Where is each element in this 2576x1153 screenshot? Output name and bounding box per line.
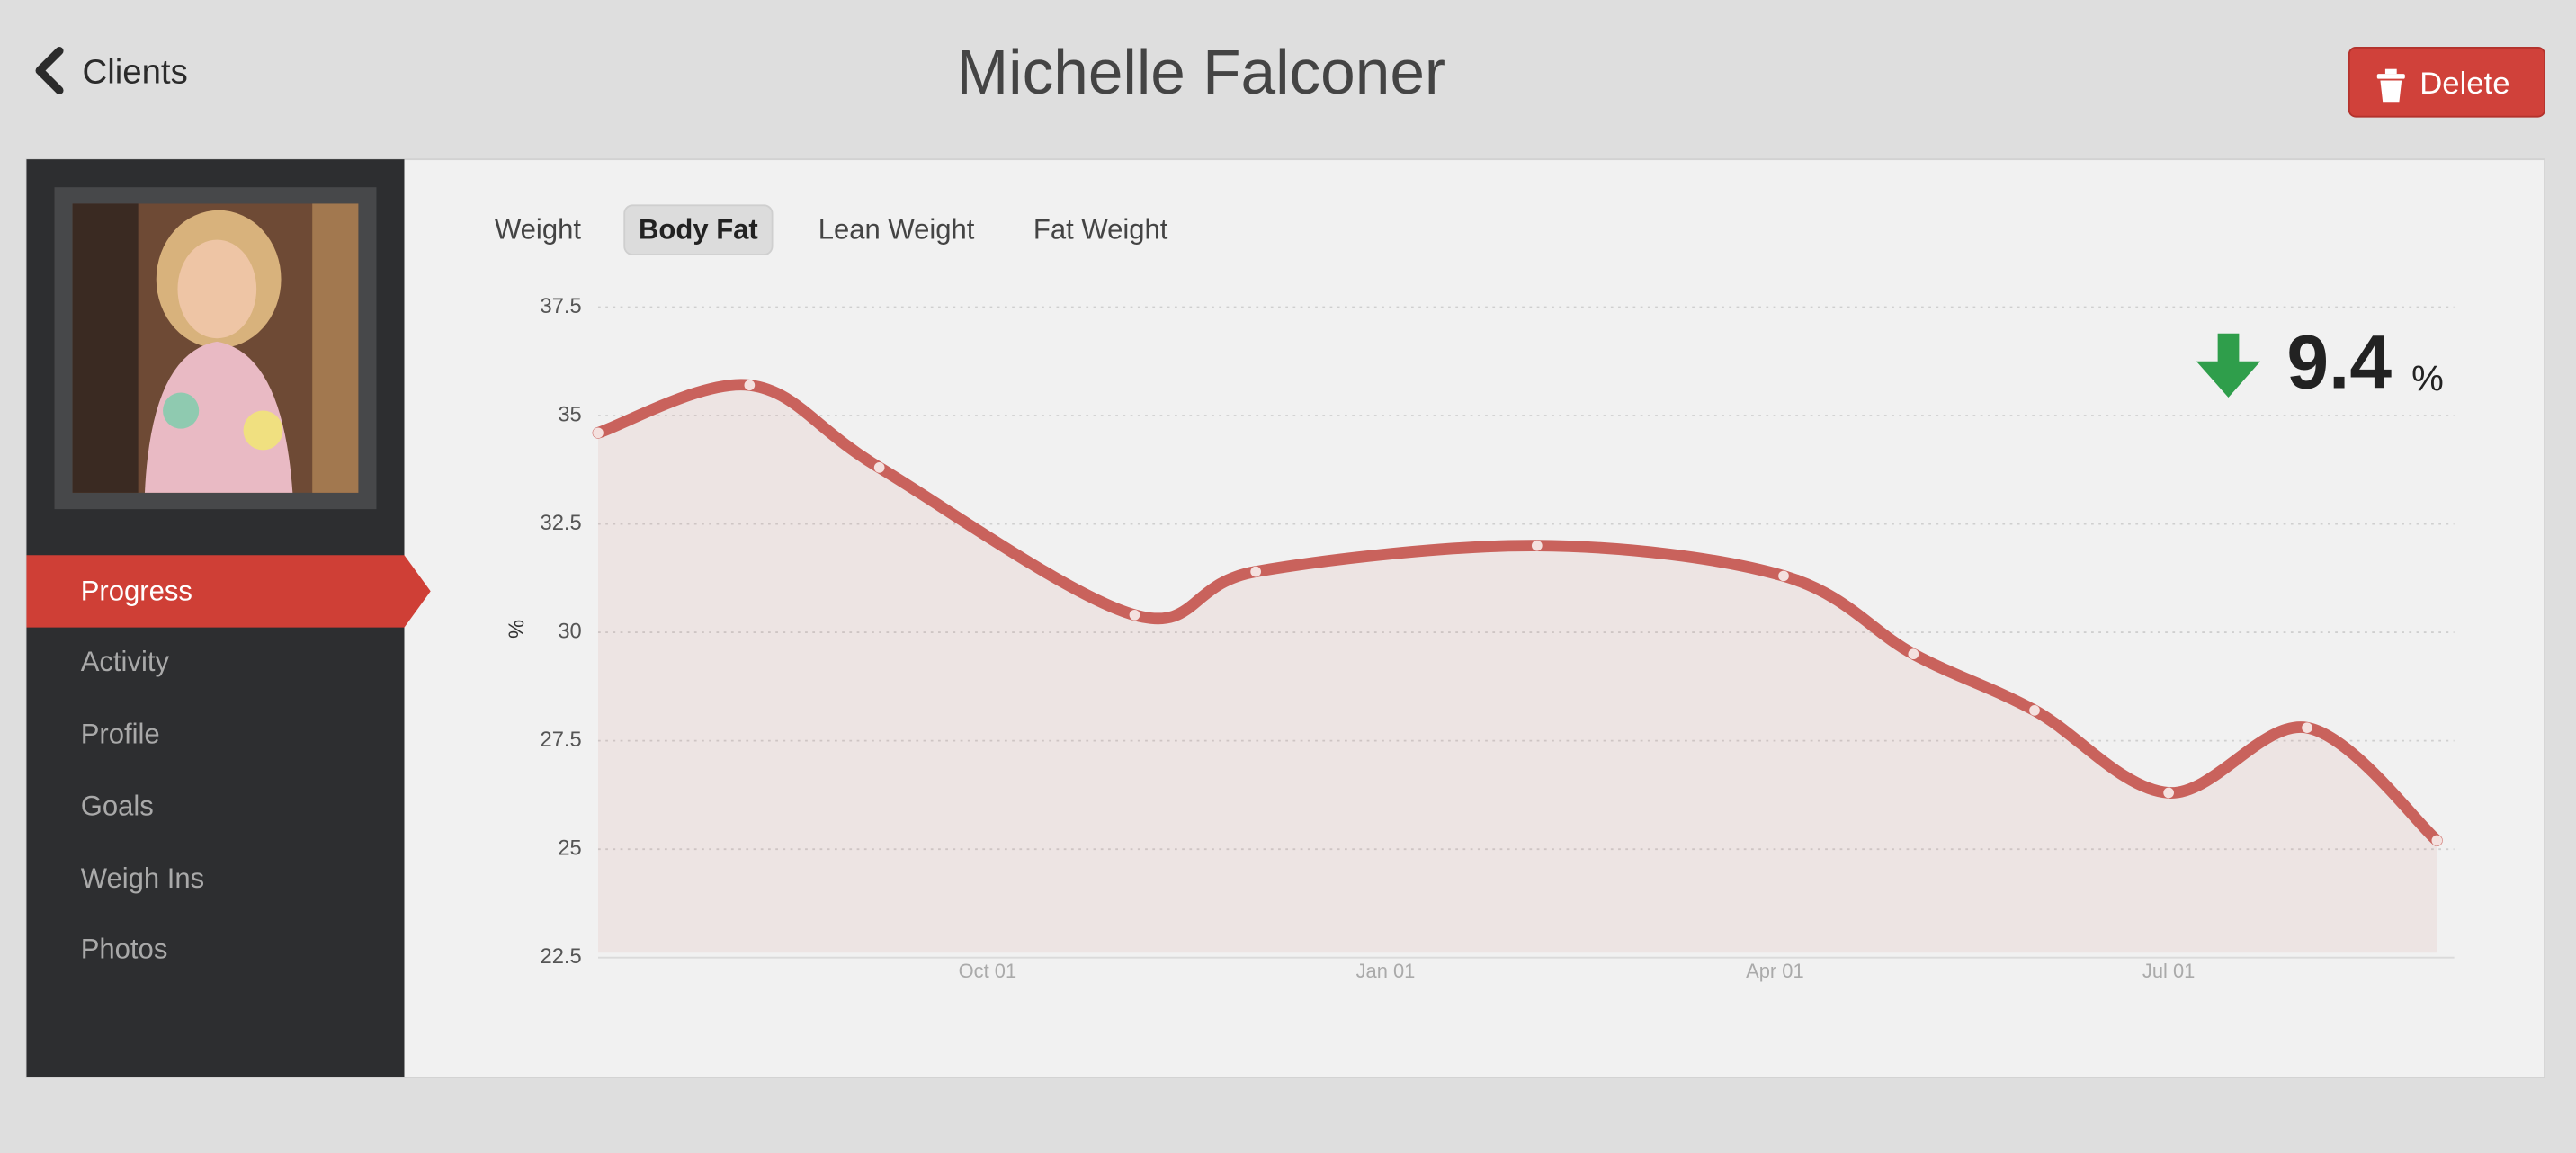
data-point <box>744 380 756 391</box>
data-point <box>1531 540 1543 551</box>
y-tick-label: 22.5 <box>541 945 582 969</box>
change-unit: % <box>2411 358 2444 398</box>
data-point <box>2029 705 2040 716</box>
delete-button[interactable]: Delete <box>2348 47 2545 118</box>
change-value: 9.4 <box>2286 319 2392 404</box>
back-chevron <box>35 47 64 95</box>
y-axis-label: % <box>504 620 527 639</box>
tab-label: Fat Weight <box>1033 214 1168 246</box>
photo-dress <box>144 341 293 493</box>
trash-icon <box>2376 68 2405 103</box>
nav-label: Activity <box>81 646 170 677</box>
nav-label: Goals <box>81 791 154 822</box>
nav-item[interactable]: Photos <box>81 934 168 965</box>
photo-flower <box>163 392 200 429</box>
chart: 22.5 25 27.5 30 32.5 35 37.5 Oct 01 Jan 01 Apr 01… <box>541 295 2455 982</box>
data-point <box>593 427 604 439</box>
photo-wall <box>312 203 359 493</box>
data-point <box>2431 835 2443 846</box>
y-tick-label: 25 <box>558 836 581 860</box>
nav-item[interactable]: Profile <box>81 718 160 749</box>
data-point <box>1250 566 1262 577</box>
tab-label: Weight <box>495 214 581 246</box>
back-button[interactable]: Clients <box>35 47 188 95</box>
page-title: Michelle Falconer <box>956 37 1445 107</box>
nav-item[interactable]: Goals <box>81 791 154 822</box>
nav-label: Photos <box>81 934 168 965</box>
y-tick-label: 30 <box>558 620 581 643</box>
nav-active-bg <box>26 555 431 628</box>
y-tick-label: 32.5 <box>541 512 582 535</box>
x-tick-label: Oct 01 <box>959 960 1017 982</box>
tab[interactable]: Body Fat <box>623 204 774 255</box>
data-point <box>2302 722 2312 734</box>
main-panel <box>25 158 2545 1078</box>
photo-face <box>177 239 257 339</box>
x-tick-label: Jul 01 <box>2142 960 2195 982</box>
tab-active-bg <box>623 204 774 255</box>
tab[interactable]: Weight <box>495 214 581 246</box>
x-tick-label: Apr 01 <box>1746 960 1804 982</box>
photo-flower <box>243 410 283 451</box>
nav-item[interactable]: Activity <box>81 646 170 677</box>
data-point <box>873 462 885 473</box>
tab-label: Lean Weight <box>818 214 975 246</box>
area <box>597 384 2437 953</box>
change-indicator: 9.4 % <box>2196 319 2444 404</box>
nav-label: Profile <box>81 718 160 749</box>
y-tick-label: 35 <box>558 403 581 426</box>
x-tick-label: Jan 01 <box>1356 960 1416 982</box>
photo-door <box>72 203 139 493</box>
down-arrow <box>2196 333 2261 398</box>
data-point <box>2163 787 2174 799</box>
y-tick-label: 27.5 <box>541 728 582 752</box>
nav-label: Weigh Ins <box>81 863 204 894</box>
nav-label: Progress <box>81 575 192 606</box>
back-label: Clients <box>83 52 188 91</box>
tab-label: Body Fat <box>639 214 758 246</box>
data-point <box>1129 609 1140 621</box>
y-tick-label: 37.5 <box>541 295 582 318</box>
nav-item[interactable]: Progress <box>81 575 192 606</box>
tab[interactable]: Lean Weight <box>818 214 975 246</box>
client-photo <box>54 187 377 510</box>
data-point <box>1908 648 1919 660</box>
delete-label: Delete <box>2419 67 2509 101</box>
tab[interactable]: Fat Weight <box>1033 214 1168 246</box>
nav-item[interactable]: Weigh Ins <box>81 863 204 894</box>
data-point <box>1778 570 1789 582</box>
